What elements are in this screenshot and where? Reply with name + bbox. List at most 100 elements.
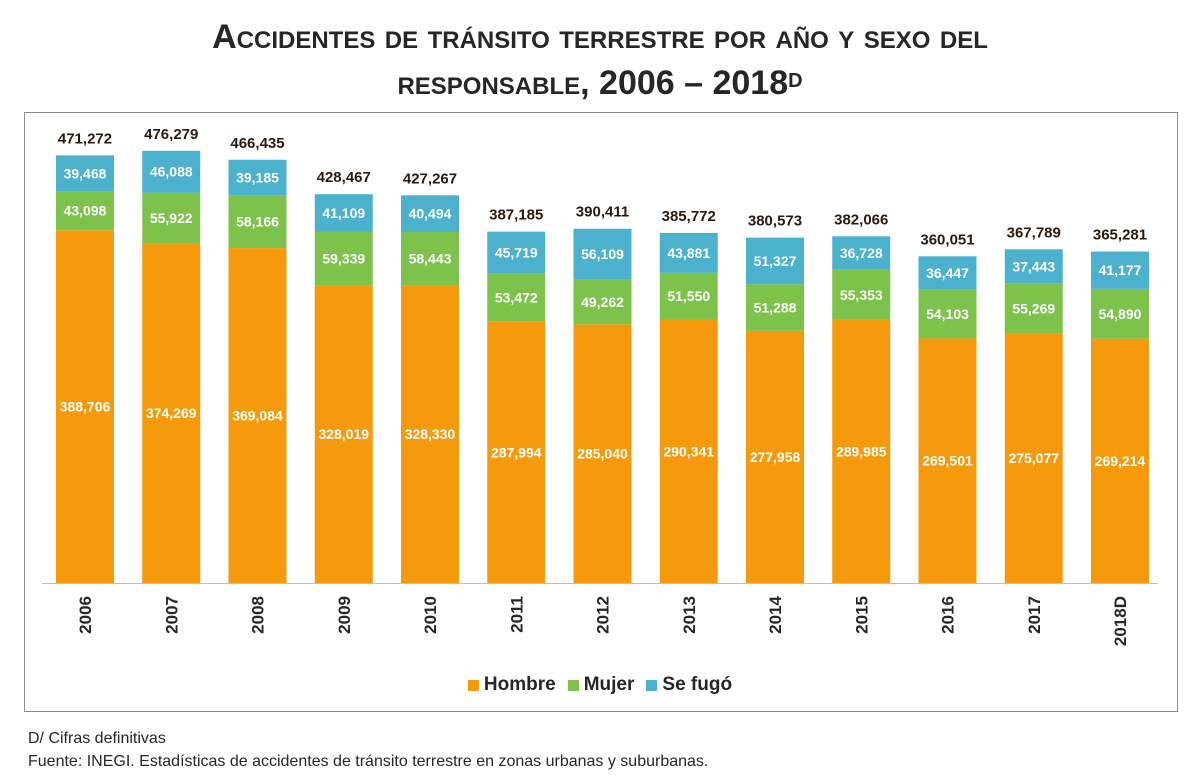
legend: Hombre Mujer Se fugó xyxy=(0,674,1200,697)
bar-hombre-2014 xyxy=(746,330,804,583)
bar-sefug-2017 xyxy=(1004,249,1063,284)
bar-sefug-2018D xyxy=(1091,251,1149,289)
x-tick-label-2017: 2017 xyxy=(1025,596,1044,634)
bar-mujer-2013 xyxy=(659,272,718,320)
data-label-sefug-2009: 41,109 xyxy=(322,205,365,221)
data-label-hombre-2015: 289,985 xyxy=(836,443,887,459)
data-label-hombre-2007: 374,269 xyxy=(146,405,197,421)
legend-item-hombre: Hombre xyxy=(467,674,556,696)
bar-sefug-2010 xyxy=(401,195,459,233)
data-label-mujer-2016: 54,103 xyxy=(926,306,969,322)
data-label-mujer-2008: 58,166 xyxy=(236,214,279,230)
x-tick-label-2011: 2011 xyxy=(507,596,526,633)
bar-mujer-2007 xyxy=(142,192,201,244)
bar-mujer-2018D xyxy=(1091,288,1149,339)
bar-hombre-2007 xyxy=(142,243,201,583)
bar-sefug-2014 xyxy=(746,237,804,285)
bar-hombre-2011 xyxy=(487,321,546,583)
x-tick-label-2010: 2010 xyxy=(421,596,440,634)
data-label-mujer-2009: 59,339 xyxy=(322,250,365,266)
total-label-2009: 428,467 xyxy=(317,169,371,186)
data-label-sefug-2011: 45,719 xyxy=(495,244,538,260)
title-line-1: Accidentes de tránsito terrestre por año… xyxy=(212,18,988,56)
x-tick-label-2012: 2012 xyxy=(594,596,613,634)
footnotes: D/ Cifras definitivas Fuente: INEGI. Est… xyxy=(28,727,708,773)
bar-mujer-2010 xyxy=(401,232,459,286)
bar-sefug-2011 xyxy=(487,231,546,274)
data-label-sefug-2015: 36,728 xyxy=(840,245,883,261)
data-label-mujer-2013: 51,550 xyxy=(667,288,710,304)
data-label-sefug-2014: 51,327 xyxy=(754,253,797,269)
x-tick-label-2006: 2006 xyxy=(76,596,95,634)
data-label-mujer-2010: 58,443 xyxy=(409,251,452,267)
bar-hombre-2006 xyxy=(56,230,114,584)
total-label-2006: 471,272 xyxy=(58,130,112,147)
title-line-2-word: responsable xyxy=(397,64,581,102)
data-label-hombre-2012: 285,040 xyxy=(577,446,628,462)
total-label-2010: 427,267 xyxy=(403,170,457,187)
data-label-mujer-2012: 49,262 xyxy=(581,294,624,310)
legend-item-sefug: Se fugó xyxy=(646,674,732,696)
data-label-mujer-2015: 55,353 xyxy=(840,287,883,303)
data-label-hombre-2010: 328,330 xyxy=(405,426,456,442)
bar-sefug-2012 xyxy=(573,228,632,280)
bar-sefug-2013 xyxy=(659,232,718,273)
total-label-2007: 476,279 xyxy=(144,126,198,143)
data-label-hombre-2016: 269,501 xyxy=(922,453,973,469)
data-label-hombre-2017: 275,077 xyxy=(1008,450,1059,466)
data-label-hombre-2006: 388,706 xyxy=(60,399,111,415)
chart-frame xyxy=(24,112,1178,712)
bar-sefug-2016 xyxy=(918,256,977,290)
data-label-hombre-2009: 328,019 xyxy=(318,426,369,442)
bar-hombre-2013 xyxy=(659,319,718,583)
data-label-hombre-2011: 287,994 xyxy=(491,444,542,460)
total-label-2008: 466,435 xyxy=(230,135,284,152)
bar-sefug-2009 xyxy=(314,194,373,232)
bar-mujer-2009 xyxy=(314,231,373,286)
bar-mujer-2015 xyxy=(832,269,891,320)
bar-sefug-2007 xyxy=(142,150,201,193)
data-label-sefug-2006: 39,468 xyxy=(64,165,107,181)
title-line-2-rest: , 2006 – 2018 xyxy=(580,64,789,102)
footnote-definitive: D/ Cifras definitivas xyxy=(28,730,166,747)
x-tick-label-2018D: 2018D xyxy=(1111,596,1130,646)
data-label-sefug-2016: 36,447 xyxy=(926,265,969,281)
data-label-mujer-2017: 55,269 xyxy=(1012,300,1055,316)
data-label-mujer-2007: 55,922 xyxy=(150,210,193,226)
data-label-mujer-2011: 53,472 xyxy=(495,289,538,305)
bar-hombre-2015 xyxy=(832,319,891,583)
legend-swatch xyxy=(467,679,479,691)
bar-mujer-2006 xyxy=(56,191,114,231)
bar-hombre-2017 xyxy=(1004,333,1063,583)
bar-sefug-2015 xyxy=(832,236,891,270)
x-tick-label-2014: 2014 xyxy=(766,595,785,633)
data-label-hombre-2013: 290,341 xyxy=(663,443,714,459)
x-tick-label-2013: 2013 xyxy=(680,596,699,634)
bar-hombre-2008 xyxy=(228,248,287,583)
legend-item-mujer: Mujer xyxy=(567,674,634,696)
legend-label: Se fugó xyxy=(662,674,733,695)
x-tick-label-2008: 2008 xyxy=(249,596,268,634)
bar-mujer-2008 xyxy=(228,195,287,249)
total-label-2012: 390,411 xyxy=(576,204,629,221)
legend-swatch xyxy=(567,679,579,691)
data-label-hombre-2008: 369,084 xyxy=(232,408,283,424)
title-superscript: D xyxy=(788,70,803,92)
x-tick-label-2007: 2007 xyxy=(162,596,181,634)
total-label-2011: 387,185 xyxy=(489,207,543,224)
data-label-sefug-2013: 43,881 xyxy=(667,245,710,261)
bar-mujer-2012 xyxy=(573,279,632,325)
bar-mujer-2017 xyxy=(1004,283,1063,334)
total-label-2016: 360,051 xyxy=(920,231,974,248)
total-label-2014: 380,573 xyxy=(748,213,802,230)
data-label-mujer-2006: 43,098 xyxy=(64,203,107,219)
legend-swatch xyxy=(646,679,658,691)
data-label-sefug-2018D: 41,177 xyxy=(1099,262,1142,278)
bar-hombre-2010 xyxy=(401,285,459,583)
bar-sefug-2008 xyxy=(228,159,287,196)
data-label-mujer-2014: 51,288 xyxy=(754,300,797,316)
bar-hombre-2012 xyxy=(573,324,632,583)
bar-hombre-2018D xyxy=(1091,338,1149,583)
data-label-hombre-2014: 277,958 xyxy=(750,449,801,465)
